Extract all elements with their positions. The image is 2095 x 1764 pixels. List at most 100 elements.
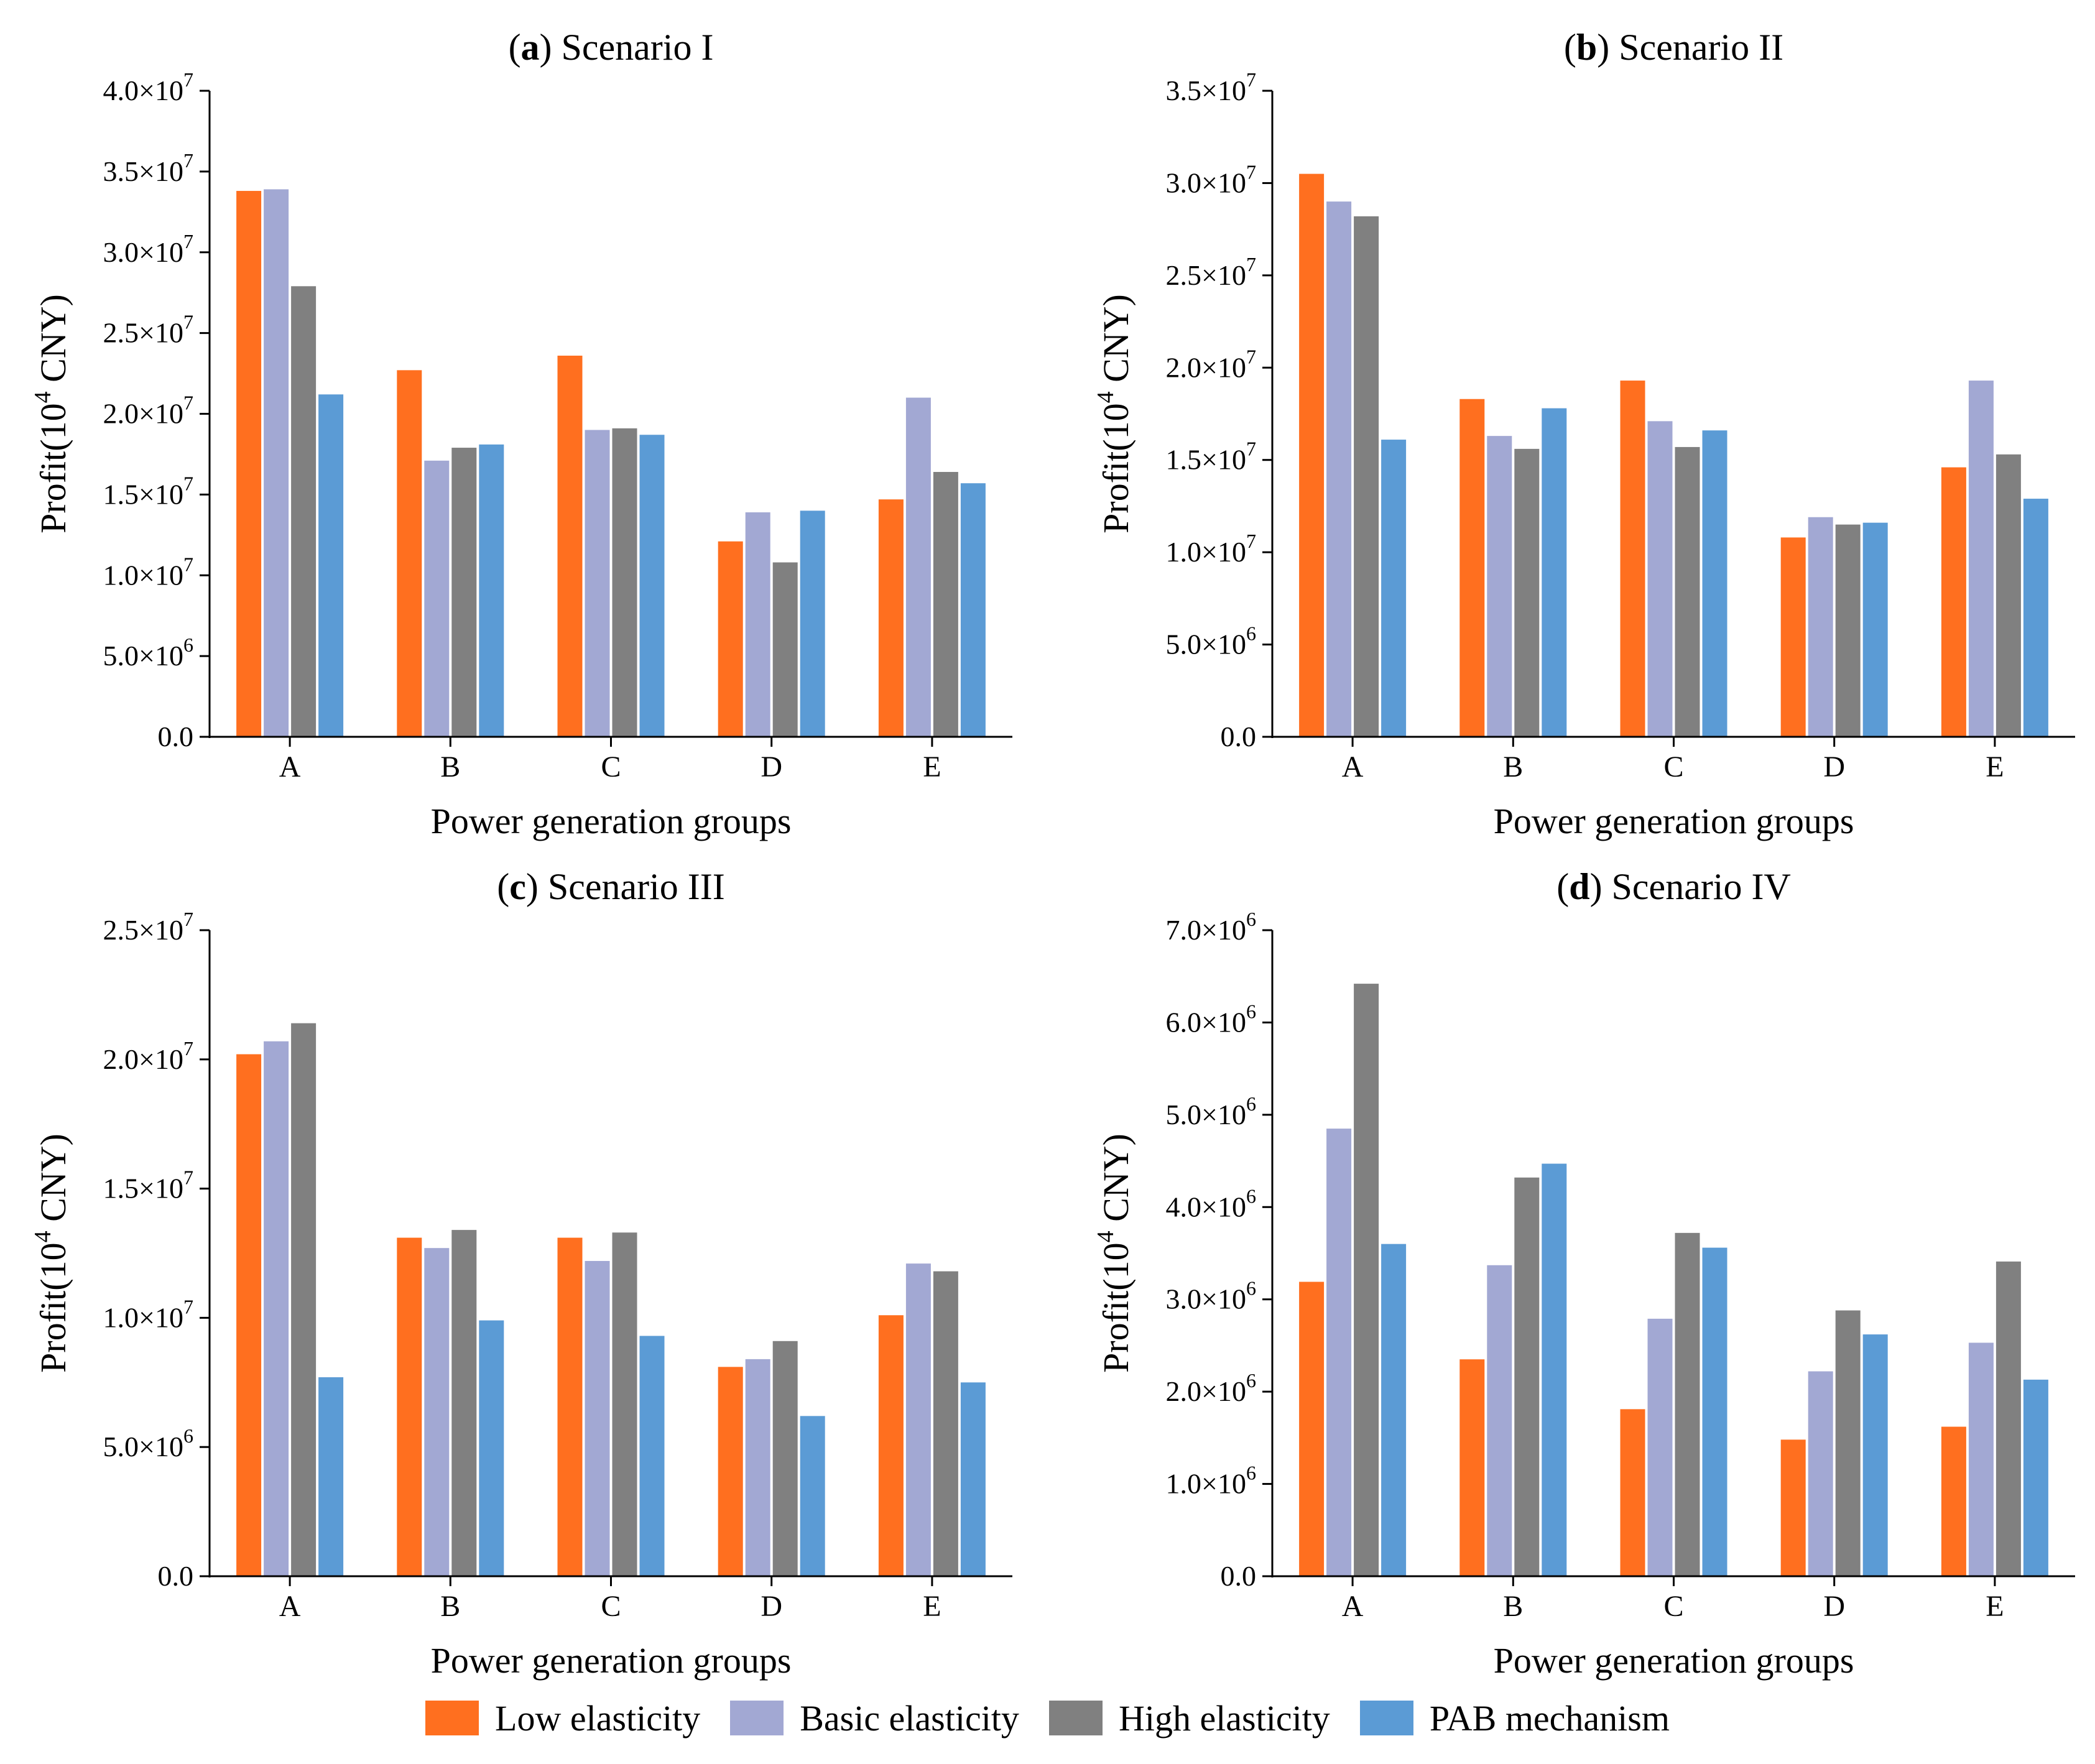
bar-c-C-1	[585, 1260, 610, 1576]
bar-b-A-3	[1381, 440, 1407, 737]
y-tick-label-b-1: 5.0×106	[1166, 622, 1256, 660]
legend-swatch-high	[1048, 1701, 1103, 1735]
panel-title-b: (b) Scenario II	[1564, 27, 1783, 68]
bar-c-D-2	[772, 1341, 798, 1576]
chart-panel-a: 0.0 5.0×106 1.0×107 1.5×107 2.0×107 2.5×107 3.…	[30, 27, 1012, 841]
x-tick-label-d-C: C	[1663, 1590, 1683, 1623]
bar-c-A-1	[264, 1041, 289, 1576]
y-tick-label-d-1: 1.0×106	[1166, 1462, 1256, 1500]
bar-d-E-3	[2023, 1379, 2048, 1576]
y-axis-title-c: Profit(104 CNY)	[30, 1134, 73, 1373]
bar-d-D-2	[1835, 1310, 1861, 1576]
x-tick-label-c-C: C	[601, 1590, 621, 1623]
bar-c-C-0	[557, 1237, 583, 1576]
y-tick-label-b-5: 2.5×107	[1166, 253, 1256, 291]
x-tick-label-c-A: A	[279, 1590, 301, 1623]
bar-a-E-3	[960, 483, 986, 737]
bar-b-B-1	[1487, 436, 1512, 737]
bar-a-C-3	[639, 435, 665, 737]
bar-c-B-1	[424, 1248, 450, 1576]
bar-d-D-3	[1862, 1334, 1888, 1576]
bar-a-C-0	[557, 355, 583, 737]
y-tick-label-c-2: 1.0×107	[103, 1295, 193, 1333]
y-tick-label-d-4: 4.0×106	[1166, 1184, 1256, 1222]
bar-c-D-0	[718, 1367, 743, 1576]
bar-b-D-2	[1835, 524, 1861, 737]
bar-d-D-1	[1808, 1371, 1833, 1576]
bar-d-C-1	[1647, 1318, 1673, 1576]
y-tick-label-c-4: 2.0×107	[103, 1037, 193, 1075]
y-tick-label-c-0: 0.0	[158, 1560, 194, 1592]
y-tick-label-a-3: 1.5×107	[103, 472, 193, 510]
x-tick-label-b-A: A	[1342, 750, 1364, 783]
bar-c-A-2	[291, 1023, 317, 1576]
figure: 0.0 5.0×106 1.0×107 1.5×107 2.0×107 2.5×107 3.…	[30, 27, 2075, 1681]
bar-a-B-0	[397, 370, 422, 737]
x-axis-title-d: Power generation groups	[1494, 1640, 1854, 1681]
chart-panel-c: 0.0 5.0×106 1.0×107 1.5×107 2.0×107 2.5×107 A B…	[30, 866, 1012, 1681]
bar-b-B-3	[1542, 408, 1567, 737]
bar-b-C-2	[1675, 446, 1700, 737]
bar-a-D-3	[800, 510, 825, 737]
y-tick-label-a-8: 4.0×107	[103, 68, 193, 106]
bar-b-B-2	[1514, 448, 1540, 737]
y-tick-label-b-7: 3.5×107	[1166, 68, 1256, 106]
y-tick-label-a-2: 1.0×107	[103, 553, 193, 591]
legend-item-high: High elasticity	[1048, 1697, 1330, 1739]
bar-c-D-1	[745, 1359, 770, 1576]
bar-b-C-0	[1620, 381, 1645, 737]
bar-b-D-1	[1808, 517, 1833, 737]
bar-c-A-0	[236, 1054, 262, 1576]
bar-a-D-0	[718, 541, 743, 737]
y-tick-label-d-0: 0.0	[1221, 1560, 1257, 1592]
x-tick-label-c-E: E	[923, 1590, 941, 1623]
y-tick-label-c-3: 1.5×107	[103, 1166, 193, 1204]
bar-b-C-3	[1702, 430, 1727, 737]
bar-a-B-3	[479, 444, 504, 737]
x-tick-label-a-A: A	[279, 750, 301, 783]
bar-c-D-3	[800, 1416, 825, 1576]
y-tick-label-a-4: 2.0×107	[103, 392, 193, 430]
panel-title-d: (d) Scenario IV	[1556, 866, 1791, 907]
bar-d-C-2	[1675, 1232, 1700, 1576]
y-tick-label-b-0: 0.0	[1221, 721, 1257, 752]
bar-a-A-1	[264, 189, 289, 737]
y-tick-label-a-5: 2.5×107	[103, 311, 193, 349]
bar-d-A-1	[1326, 1129, 1352, 1576]
x-tick-label-a-E: E	[923, 750, 941, 783]
y-tick-label-d-6: 6.0×106	[1166, 1000, 1256, 1038]
bar-b-C-1	[1647, 421, 1673, 737]
bar-d-B-2	[1514, 1177, 1540, 1576]
y-tick-label-a-1: 5.0×106	[103, 634, 193, 672]
bar-c-C-2	[612, 1232, 637, 1576]
legend-swatch-basic	[730, 1701, 784, 1735]
bar-c-B-0	[397, 1237, 422, 1576]
y-tick-label-d-7: 7.0×106	[1166, 908, 1256, 946]
y-tick-label-b-3: 1.5×107	[1166, 438, 1256, 476]
bar-d-D-0	[1780, 1439, 1806, 1576]
legend-label-pab: PAB mechanism	[1429, 1697, 1670, 1739]
x-tick-label-a-D: D	[761, 750, 782, 783]
bar-a-A-3	[318, 394, 344, 737]
bar-d-A-3	[1381, 1244, 1407, 1576]
legend-swatch-pab	[1359, 1701, 1413, 1735]
x-tick-label-a-C: C	[601, 750, 621, 783]
bar-b-B-0	[1459, 399, 1485, 737]
x-tick-label-d-D: D	[1823, 1590, 1845, 1623]
x-tick-label-b-B: B	[1503, 750, 1523, 783]
panel-title-c: (c) Scenario III	[497, 866, 724, 907]
x-tick-label-b-C: C	[1663, 750, 1683, 783]
bar-a-D-1	[745, 512, 770, 737]
bar-c-C-3	[639, 1336, 665, 1576]
bar-c-E-3	[960, 1382, 986, 1576]
y-tick-label-c-5: 2.5×107	[103, 908, 193, 946]
bar-a-E-0	[878, 499, 904, 737]
y-tick-label-b-2: 1.0×107	[1166, 530, 1256, 568]
bar-d-A-2	[1354, 984, 1379, 1576]
bar-b-A-0	[1299, 173, 1325, 737]
bar-d-C-0	[1620, 1409, 1645, 1576]
y-tick-label-a-0: 0.0	[158, 721, 194, 752]
y-axis-title-a: Profit(104 CNY)	[30, 294, 73, 533]
legend: Low elasticity Basic elasticity High ela…	[0, 1690, 2095, 1746]
bar-a-D-2	[772, 562, 798, 737]
